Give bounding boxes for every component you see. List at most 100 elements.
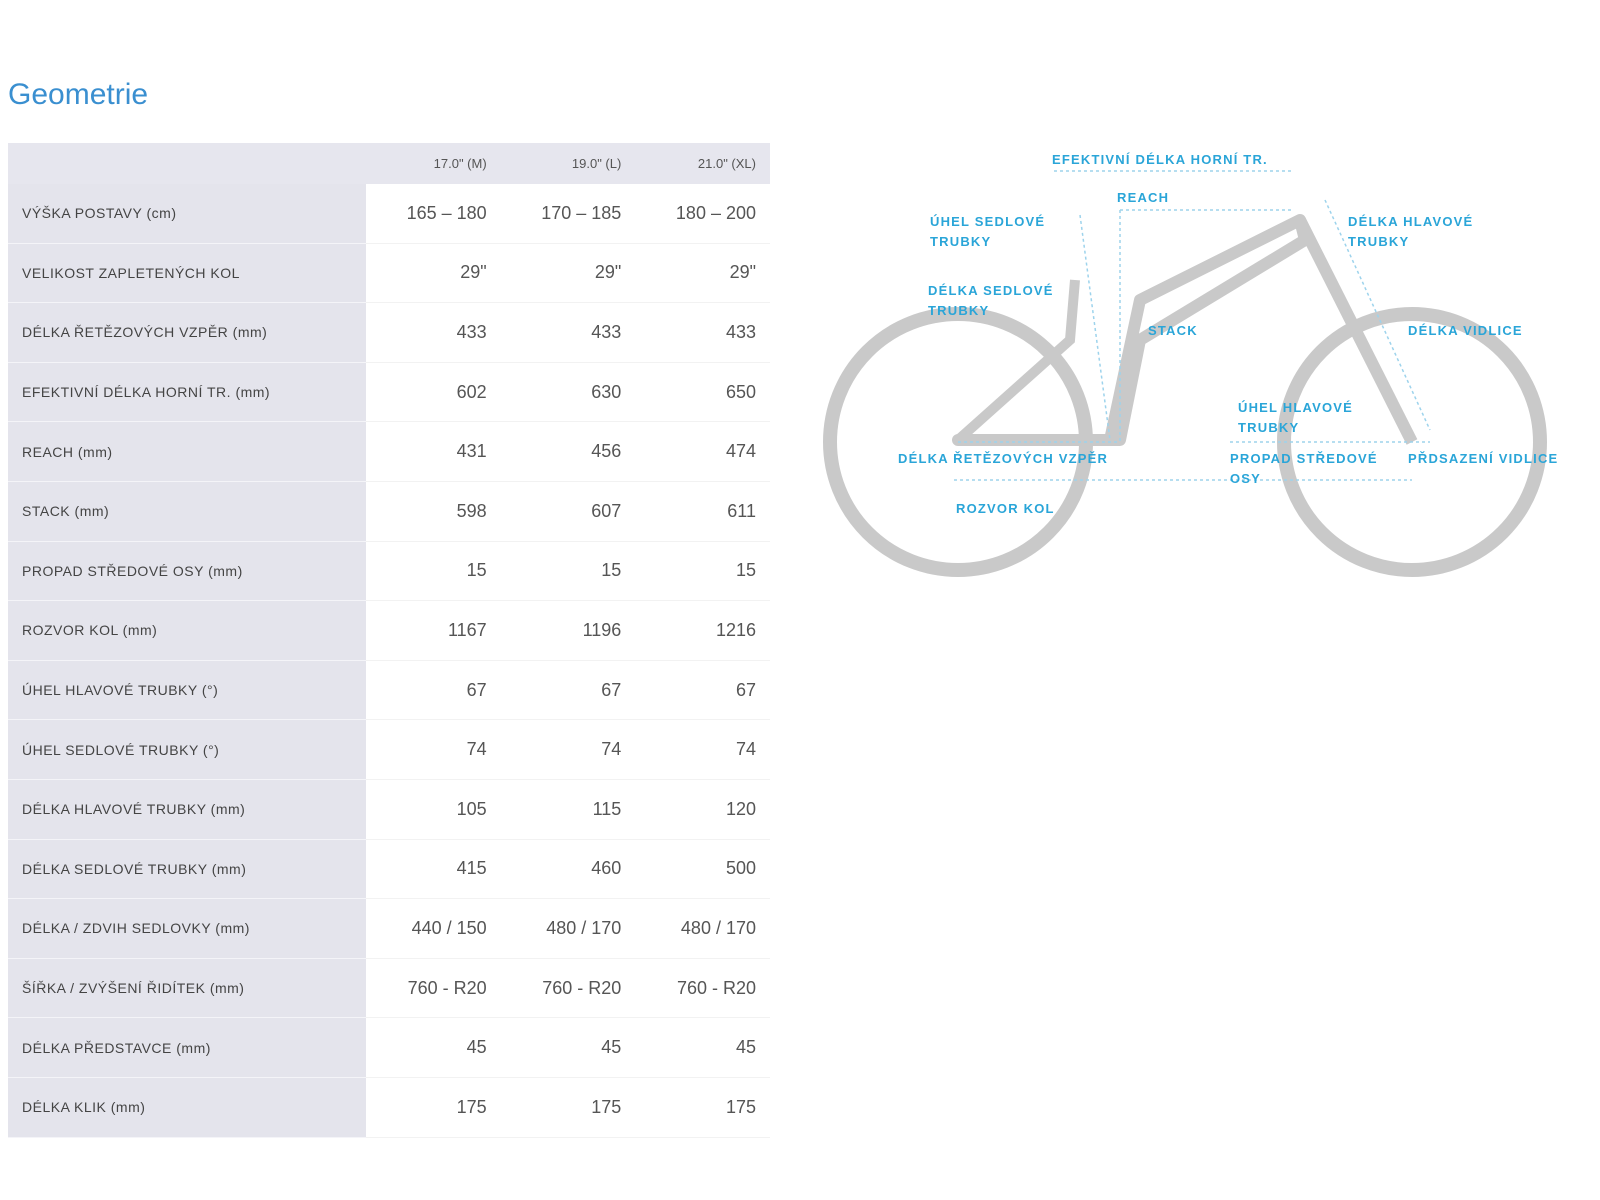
- header-row: 17.0" (M) 19.0" (L) 21.0" (XL): [8, 143, 770, 184]
- cell: 474: [635, 421, 770, 482]
- cell: 433: [366, 302, 501, 363]
- row-label: DÉLKA HLAVOVÉ TRUBKY (mm): [8, 779, 366, 840]
- row-label: DÉLKA PŘEDSTAVCE (mm): [8, 1017, 366, 1078]
- table-row: DÉLKA PŘEDSTAVCE (mm) 45 45 45: [8, 1017, 770, 1078]
- row-label: ŠÍŘKA / ZVÝŠENÍ ŘIDÍTEK (mm): [8, 958, 366, 1019]
- cell: 1196: [500, 600, 636, 661]
- diagram-label: STACK: [1148, 323, 1198, 338]
- cell: 170 – 185: [500, 184, 636, 244]
- diagram-label: DÉLKA HLAVOVÉ TRUBKY: [1348, 214, 1474, 249]
- column-header: 17.0" (M): [366, 143, 501, 184]
- cell: 1167: [366, 600, 501, 661]
- table-row: DÉLKA / ZDVIH SEDLOVKY (mm) 440 / 150 480 …: [8, 898, 770, 959]
- row-label: EFEKTIVNÍ DÉLKA HORNÍ TR. (mm): [8, 362, 366, 423]
- column-header: 19.0" (L): [500, 143, 636, 184]
- cell: 456: [500, 421, 636, 482]
- table-row: REACH (mm) 431 456 474: [8, 421, 770, 482]
- cell: 15: [635, 541, 770, 602]
- diagram-label: DÉLKA SEDLOVÉ TRUBKY: [928, 283, 1054, 318]
- cell: 105: [366, 779, 501, 840]
- cell: 67: [635, 660, 770, 721]
- table-row: ROZVOR KOL (mm) 1167 1196 1216: [8, 600, 770, 661]
- table-row: DÉLKA HLAVOVÉ TRUBKY (mm) 105 115 120: [8, 779, 770, 840]
- row-label: ÚHEL HLAVOVÉ TRUBKY (°): [8, 660, 366, 721]
- cell: 29": [500, 243, 636, 304]
- cell: 74: [500, 719, 636, 780]
- table-row: DÉLKA ŘETĚZOVÝCH VZPĚR (mm) 433 433 433: [8, 302, 770, 363]
- cell: 607: [500, 481, 636, 542]
- cell: 460: [500, 839, 636, 900]
- bike-diagram: [823, 170, 1547, 577]
- row-label: ÚHEL SEDLOVÉ TRUBKY (°): [8, 719, 366, 780]
- table-row: DÉLKA SEDLOVÉ TRUBKY (mm) 415 460 500: [8, 839, 770, 900]
- cell: 165 – 180: [366, 184, 501, 244]
- cell: 440 / 150: [366, 898, 501, 959]
- cell: 120: [635, 779, 770, 840]
- cell: 650: [635, 362, 770, 423]
- cell: 431: [366, 421, 501, 482]
- cell: 598: [366, 481, 501, 542]
- diagram-label: DÉLKA VIDLICE: [1408, 323, 1523, 338]
- cell: 74: [635, 719, 770, 780]
- geometry-table: 17.0" (M) 19.0" (L) 21.0" (XL) VÝŠKA POSTAV…: [8, 143, 770, 1138]
- corner: [8, 143, 366, 184]
- cell: 67: [366, 660, 501, 721]
- cell: 175: [635, 1077, 770, 1138]
- cell: 760 - R20: [635, 958, 770, 1019]
- diagram-label: ROZVOR KOL: [956, 501, 1055, 516]
- cell: 45: [500, 1017, 636, 1078]
- row-label: VÝŠKA POSTAVY (cm): [8, 184, 366, 244]
- column-header: 21.0" (XL): [635, 143, 770, 184]
- table-row: STACK (mm) 598 607 611: [8, 481, 770, 542]
- cell: 630: [500, 362, 636, 423]
- cell: 433: [500, 302, 636, 363]
- cell: 415: [366, 839, 501, 900]
- cell: 480 / 170: [500, 898, 636, 959]
- row-label: DÉLKA SEDLOVÉ TRUBKY (mm): [8, 839, 366, 900]
- cell: 115: [500, 779, 636, 840]
- cell: 175: [366, 1077, 501, 1138]
- cell: 29": [635, 243, 770, 304]
- cell: 29": [366, 243, 501, 304]
- row-label: ROZVOR KOL (mm): [8, 600, 366, 661]
- row-label: PROPAD STŘEDOVÉ OSY (mm): [8, 541, 366, 602]
- row-label: VELIKOST ZAPLETENÝCH KOL: [8, 243, 366, 304]
- row-label: DÉLKA KLIK (mm): [8, 1077, 366, 1138]
- table-row: VELIKOST ZAPLETENÝCH KOL 29" 29" 29": [8, 243, 770, 304]
- diagram-label: ÚHEL SEDLOVÉ TRUBKY: [930, 214, 1046, 249]
- table-row: VÝŠKA POSTAVY (cm) 165 – 180 170 – 185 180 …: [8, 184, 770, 244]
- cell: 175: [500, 1077, 636, 1138]
- cell: 67: [500, 660, 636, 721]
- diagram-label: ÚHEL HLAVOVÉ TRUBKY: [1238, 400, 1354, 435]
- table-row: PROPAD STŘEDOVÉ OSY (mm) 15 15 15: [8, 541, 770, 602]
- cell: 480 / 170: [635, 898, 770, 959]
- cell: 602: [366, 362, 501, 423]
- title: Geometrie: [8, 78, 149, 111]
- cell: 1216: [635, 600, 770, 661]
- row-label: STACK (mm): [8, 481, 366, 542]
- diagram-label: PŘDSAZENÍ VIDLICE: [1408, 451, 1559, 466]
- diagram-label: PROPAD STŘEDOVÉ OSY: [1230, 451, 1378, 486]
- cell: 433: [635, 302, 770, 363]
- cell: 74: [366, 719, 501, 780]
- cell: 611: [635, 481, 770, 542]
- cell: 45: [635, 1017, 770, 1078]
- table-row: ÚHEL SEDLOVÉ TRUBKY (°) 74 74 74: [8, 719, 770, 780]
- diagram-label: REACH: [1117, 190, 1170, 205]
- table-row: DÉLKA KLIK (mm) 175 175 175: [8, 1077, 770, 1138]
- cell: 15: [500, 541, 636, 602]
- cell: 760 - R20: [500, 958, 636, 1019]
- diagram-label: DÉLKA ŘETĚZOVÝCH VZPĚR: [898, 451, 1109, 466]
- cell: 45: [366, 1017, 501, 1078]
- row-label: REACH (mm): [8, 421, 366, 482]
- cell: 760 - R20: [366, 958, 501, 1019]
- diagram-label: EFEKTIVNÍ DÉLKA HORNÍ TR.: [1052, 152, 1268, 167]
- cell: 180 – 200: [635, 184, 770, 244]
- table-row: ÚHEL HLAVOVÉ TRUBKY (°) 67 67 67: [8, 660, 770, 721]
- cell: 15: [366, 541, 501, 602]
- table-row: EFEKTIVNÍ DÉLKA HORNÍ TR. (mm) 602 630 650: [8, 362, 770, 423]
- table-row: ŠÍŘKA / ZVÝŠENÍ ŘIDÍTEK (mm) 760 - R20 760…: [8, 958, 770, 1019]
- row-label: DÉLKA / ZDVIH SEDLOVKY (mm): [8, 898, 366, 959]
- cell: 500: [635, 839, 770, 900]
